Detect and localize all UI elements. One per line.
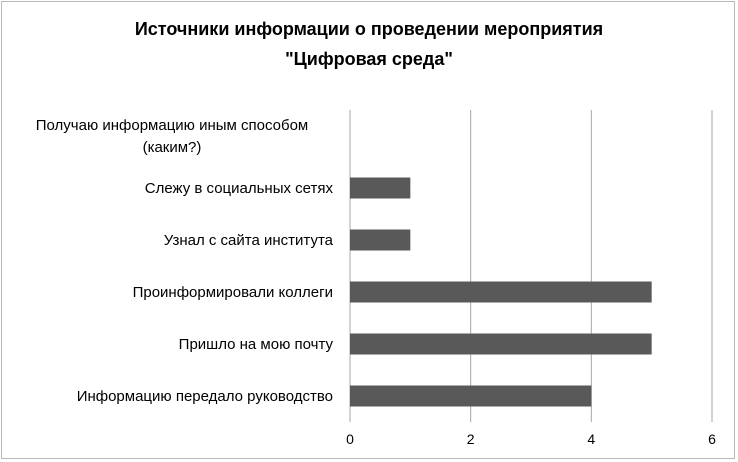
category-label-5: Информацию передало руководство: [77, 388, 333, 405]
x-tick-label-1: 2: [467, 431, 475, 447]
chart-title: Источники информации о проведении меропр…: [134, 19, 604, 69]
x-tick-label-2: 4: [587, 431, 595, 447]
category-label-3: Проинформировали коллеги: [133, 284, 333, 301]
x-tick-label-3: 6: [708, 431, 716, 447]
x-tick-label-0: 0: [346, 431, 354, 447]
bar-5: [350, 385, 592, 407]
bar-3: [350, 281, 652, 303]
bar-1: [350, 177, 411, 199]
category-label-1: Слежу в социальных сетях: [145, 180, 334, 197]
category-label-0: Получаю информацию иным способом (каким?): [36, 117, 309, 156]
category-label-2: Узнал с сайта института: [164, 232, 334, 249]
category-label-4: Пришло на мою почту: [179, 336, 334, 353]
bar-4: [350, 333, 652, 355]
bar-2: [350, 229, 411, 251]
